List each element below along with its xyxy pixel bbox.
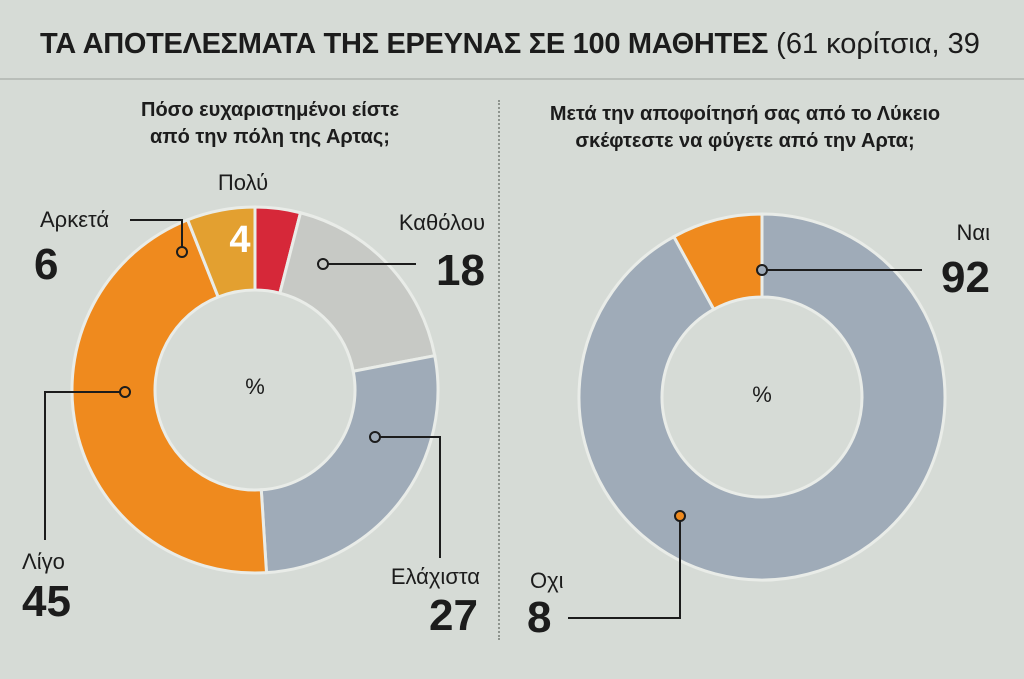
chart-1-slice-4 <box>185 205 257 299</box>
chart-2-center-label: % <box>752 382 772 407</box>
leader-dot-ligo <box>119 386 131 398</box>
slice-label-katholou: Καθόλου <box>399 210 485 235</box>
slice-value-arketa: 6 <box>34 240 58 289</box>
chart-1-slice-1 <box>278 210 437 374</box>
leader-elachista <box>380 436 441 558</box>
leader-ochi <box>568 520 681 619</box>
leader-dot-katholou <box>317 258 329 270</box>
chart-1-slice-3 <box>70 217 269 575</box>
slice-value-poly: 4 <box>229 219 250 261</box>
chart-2-question-line-2: σκέφτεστε να φύγετε από την Αρτα; <box>575 130 915 152</box>
chart-1-question: Πόσο ευχαριστημένοι είστε από την πόλη τ… <box>60 97 480 151</box>
chart-1-question-line-1: Πόσο ευχαριστημένοι είστε <box>141 99 399 121</box>
chart-2-slice-0 <box>577 212 947 582</box>
report-header: ΤΑ ΑΠΟΤΕΛΕΣΜΑΤΑ ΤΗΣ ΕΡΕΥΝΑΣ ΣΕ 100 ΜΑΘΗΤ… <box>40 28 1024 61</box>
column-divider <box>498 100 500 640</box>
slice-label-poly: Πολύ <box>218 170 268 195</box>
chart-2-question: Μετά την αποφοίτησή σας από το Λύκειο σκ… <box>505 101 985 155</box>
slice-label-arketa: Αρκετά <box>40 207 109 232</box>
chart-1-center-label: % <box>245 374 265 399</box>
slice-value-nai: 92 <box>941 253 990 302</box>
slice-label-ligo: Λίγο <box>22 549 65 574</box>
slice-label-nai: Ναι <box>957 220 991 245</box>
slice-value-ligo: 45 <box>22 577 71 626</box>
leader-dot-arketa <box>176 246 188 258</box>
leader-dot-elachista <box>369 431 381 443</box>
chart-2-donut: % Ναι 92 Οχι 8 <box>527 212 991 642</box>
slice-value-katholou: 18 <box>436 246 485 295</box>
header-rule <box>0 78 1024 80</box>
chart-2-slice-1 <box>671 212 764 312</box>
leader-arketa <box>130 219 183 248</box>
slice-value-elachista: 27 <box>429 591 478 640</box>
report-subtitle: (61 κορίτσια, 39 <box>776 28 980 60</box>
slice-label-ochi: Οχι <box>530 568 564 593</box>
report-title: ΤΑ ΑΠΟΤΕΛΕΣΜΑΤΑ ΤΗΣ ΕΡΕΥΝΑΣ ΣΕ 100 ΜΑΘΗΤ… <box>40 28 769 60</box>
chart-2-question-line-1: Μετά την αποφοίτησή σας από το Λύκειο <box>549 103 941 125</box>
slice-value-ochi: 8 <box>527 593 551 642</box>
leader-dot-ochi <box>674 510 686 522</box>
leader-dot-nai <box>756 264 768 276</box>
leader-ligo <box>44 391 120 540</box>
chart-1-question-line-2: από την πόλη της Αρτας; <box>150 126 390 148</box>
chart-1-slice-2 <box>259 353 440 575</box>
slice-label-elachista: Ελάχιστα <box>391 564 480 589</box>
chart-1-donut: % 4 Πολύ Αρκετά 6 Καθόλου 18 Ελάχιστα 27… <box>22 170 485 640</box>
